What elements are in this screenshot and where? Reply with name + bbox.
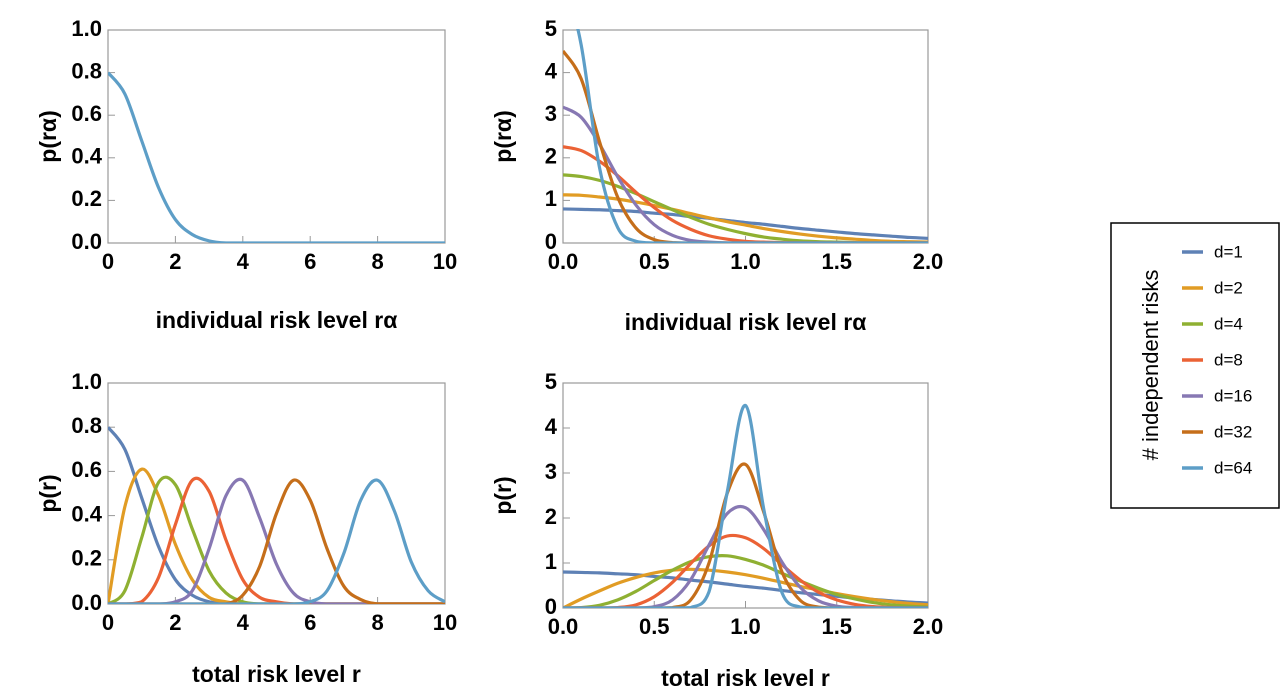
y-axis-label: p(r) (35, 474, 61, 512)
panel: 0.0 0.5 1.0 1.5 2.0 0 1 2 3 4 5 individual risk lev… (490, 16, 944, 335)
line-series (108, 478, 445, 604)
line-series (108, 478, 445, 604)
series-group (108, 426, 445, 604)
x-axis-label: individual risk level rα (625, 309, 867, 335)
legend-label: d=16 (1214, 386, 1252, 405)
line-series (563, 193, 928, 243)
legend-label: d=2 (1214, 278, 1243, 297)
legend-box (1110, 222, 1280, 509)
legend-label: d=64 (1214, 458, 1252, 477)
x-tick-label: 10 (433, 249, 457, 274)
line-series (108, 467, 445, 604)
y-axis-label: p(rα) (35, 110, 61, 162)
series-group (563, 29, 928, 243)
panel: 0.0 0.5 1.0 1.5 2.0 0 1 2 3 4 5 total risk level r p… (490, 369, 943, 691)
y-tick-label: 2 (545, 144, 557, 169)
y-tick-label: 3 (545, 459, 557, 484)
plot-frame (107, 29, 446, 244)
y-tick-label: 1 (545, 549, 557, 574)
line-series (108, 476, 445, 604)
y-tick-label: 0.2 (71, 186, 102, 211)
x-tick-label: 2.0 (913, 614, 944, 639)
x-tick-label: 2.0 (913, 249, 944, 274)
x-tick-label: 0.0 (548, 249, 579, 274)
legend-label: d=1 (1214, 242, 1243, 261)
x-tick-label: 8 (371, 610, 383, 635)
panel: 0 2 4 6 8 10 0.0 0.2 0.4 0.6 0.8 1.0 individual risk… (35, 16, 457, 333)
line-series (108, 426, 445, 604)
x-tick-label: 1.0 (730, 249, 761, 274)
y-axis-label: p(rα) (490, 110, 516, 162)
y-tick-label: 0.8 (71, 413, 102, 438)
y-axis-label: p(r) (490, 476, 516, 514)
y-tick-label: 1.0 (71, 16, 102, 41)
series-group (563, 403, 928, 608)
line-series (563, 462, 928, 608)
y-tick-label: 0 (545, 229, 557, 254)
x-tick-label: 0.0 (548, 614, 579, 639)
y-tick-label: 1 (545, 186, 557, 211)
legend-label: d=32 (1214, 422, 1252, 441)
y-tick-label: 4 (545, 414, 558, 439)
line-series (108, 475, 445, 604)
line-series (563, 173, 928, 243)
x-tick-label: 2 (169, 610, 181, 635)
x-tick-label: 0.5 (639, 614, 670, 639)
line-series (563, 533, 928, 608)
line-series (563, 49, 928, 243)
x-tick-label: 1.5 (821, 249, 852, 274)
legend-label: d=4 (1214, 314, 1243, 333)
y-tick-label: 4 (545, 58, 558, 83)
y-tick-label: 5 (545, 369, 557, 394)
legend-title: # independent risks (1138, 270, 1163, 461)
x-axis-label: individual risk level rα (156, 307, 398, 333)
y-tick-label: 0.2 (71, 546, 102, 571)
legend-label: d=8 (1214, 350, 1243, 369)
line-series (563, 504, 928, 608)
series-group (108, 71, 445, 243)
y-tick-label: 0.4 (71, 501, 102, 526)
line-series (108, 71, 445, 243)
x-tick-label: 1.0 (730, 614, 761, 639)
y-tick-label: 1.0 (71, 369, 102, 394)
line-series (563, 145, 928, 243)
x-tick-label: 4 (237, 249, 250, 274)
x-tick-label: 1.5 (821, 614, 852, 639)
y-tick-label: 0.4 (71, 144, 102, 169)
line-series (563, 403, 928, 608)
line-series (563, 105, 928, 243)
y-tick-label: 0.8 (71, 58, 102, 83)
x-tick-label: 8 (371, 249, 383, 274)
x-tick-label: 10 (433, 610, 457, 635)
line-series (563, 554, 928, 608)
x-tick-label: 0 (102, 249, 114, 274)
x-tick-label: 6 (304, 610, 316, 635)
y-tick-label: 2 (545, 504, 557, 529)
y-tick-label: 0.6 (71, 101, 102, 126)
x-axis-label: total risk level r (661, 665, 830, 691)
y-tick-label: 3 (545, 101, 557, 126)
y-tick-label: 0.0 (71, 590, 102, 615)
y-tick-label: 0.0 (71, 229, 102, 254)
x-tick-label: 2 (169, 249, 181, 274)
y-tick-label: 0 (545, 594, 557, 619)
x-tick-label: 4 (237, 610, 250, 635)
x-tick-label: 6 (304, 249, 316, 274)
y-tick-label: 0.6 (71, 457, 102, 482)
panel: 0 2 4 6 8 10 0.0 0.2 0.4 0.6 0.8 1.0 total risk leve… (35, 369, 457, 687)
x-tick-label: 0 (102, 610, 114, 635)
line-series (576, 29, 928, 243)
line-series (563, 567, 928, 608)
x-tick-label: 0.5 (639, 249, 670, 274)
x-axis-label: total risk level r (192, 661, 361, 687)
y-tick-label: 5 (545, 16, 557, 41)
